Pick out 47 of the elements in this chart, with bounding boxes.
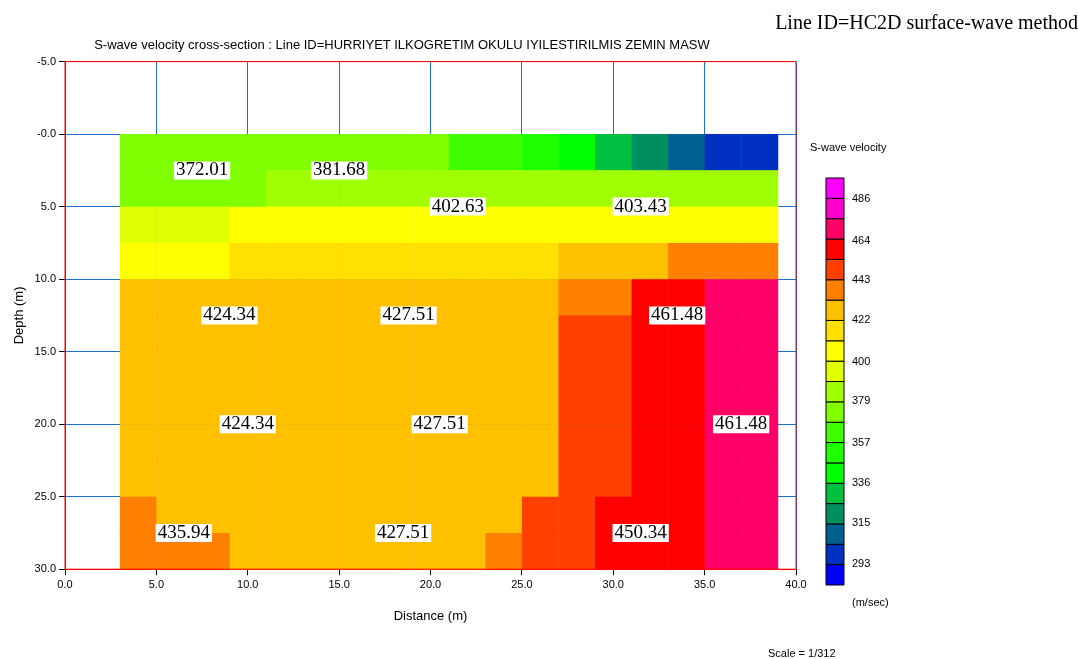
annotation: 461.48 xyxy=(715,412,768,434)
annotation: 461.48 xyxy=(651,303,704,325)
x-tick-label: 30.0 xyxy=(602,577,624,590)
x-tick-label: 10.0 xyxy=(237,577,259,590)
text: Scale = 1/312 xyxy=(768,647,836,659)
annotation: 403.43 xyxy=(614,194,667,216)
x-tick-label: 40.0 xyxy=(785,577,807,590)
x-tick-label: 5.0 xyxy=(148,577,165,590)
x-tick-label: 20.0 xyxy=(419,577,442,590)
annotation: 372.01 xyxy=(175,158,229,180)
x-tick-label: 15.0 xyxy=(328,577,350,590)
x-tick-label: 0.0 xyxy=(57,577,73,590)
y-tick-label: 15.0 xyxy=(34,344,57,357)
y-tick-label: 30.0 xyxy=(34,562,57,575)
color-bar-label: 400 xyxy=(852,354,871,367)
annotation: 424.34 xyxy=(221,412,275,434)
color-bar-label: 293 xyxy=(852,557,871,570)
color-bar-label: 464 xyxy=(852,233,871,246)
y-tick-label: 10.0 xyxy=(34,272,57,285)
color-bar-label: 486 xyxy=(852,191,871,204)
y-axis-title: Depth (m) xyxy=(11,286,27,345)
color-bar-label: 379 xyxy=(852,394,871,407)
chart-title: S-wave velocity cross-section : Line ID=HURRIYET ILKOGRETIM OKULU IYILESTIRILMIS ZEMIN MASW xyxy=(94,37,711,53)
text: (m/sec) xyxy=(852,596,889,609)
text: Line ID=HC2D surface-wave method xyxy=(775,11,1078,34)
annotation: 427.51 xyxy=(376,520,430,542)
annotation: 435.94 xyxy=(157,520,211,542)
y-tick-label: 25.0 xyxy=(34,489,57,502)
color-bar-label: 315 xyxy=(852,515,871,528)
x-tick-label: 35.0 xyxy=(693,577,716,590)
annotation: 427.51 xyxy=(413,412,466,434)
color-bar-title: S-wave velocity xyxy=(810,141,887,154)
annotation: 450.34 xyxy=(614,520,668,542)
annotation: 381.68 xyxy=(313,158,366,180)
annotation: 424.34 xyxy=(203,303,257,325)
y-tick-label: 5.0 xyxy=(40,199,57,212)
color-bar-label: 357 xyxy=(852,436,871,449)
x-axis-title: Distance (m) xyxy=(393,607,468,623)
x-tick-label: 25.0 xyxy=(511,577,533,590)
y-tick-label: -5.0 xyxy=(37,54,57,67)
color-bar-label: 443 xyxy=(852,273,871,286)
y-tick-label: -0.0 xyxy=(37,127,57,140)
y-tick-label: 20.0 xyxy=(34,417,57,430)
annotation: 402.63 xyxy=(431,194,485,216)
color-bar-label: 422 xyxy=(852,313,871,326)
color-bar-label: 336 xyxy=(852,475,871,488)
annotation: 427.51 xyxy=(382,303,435,325)
